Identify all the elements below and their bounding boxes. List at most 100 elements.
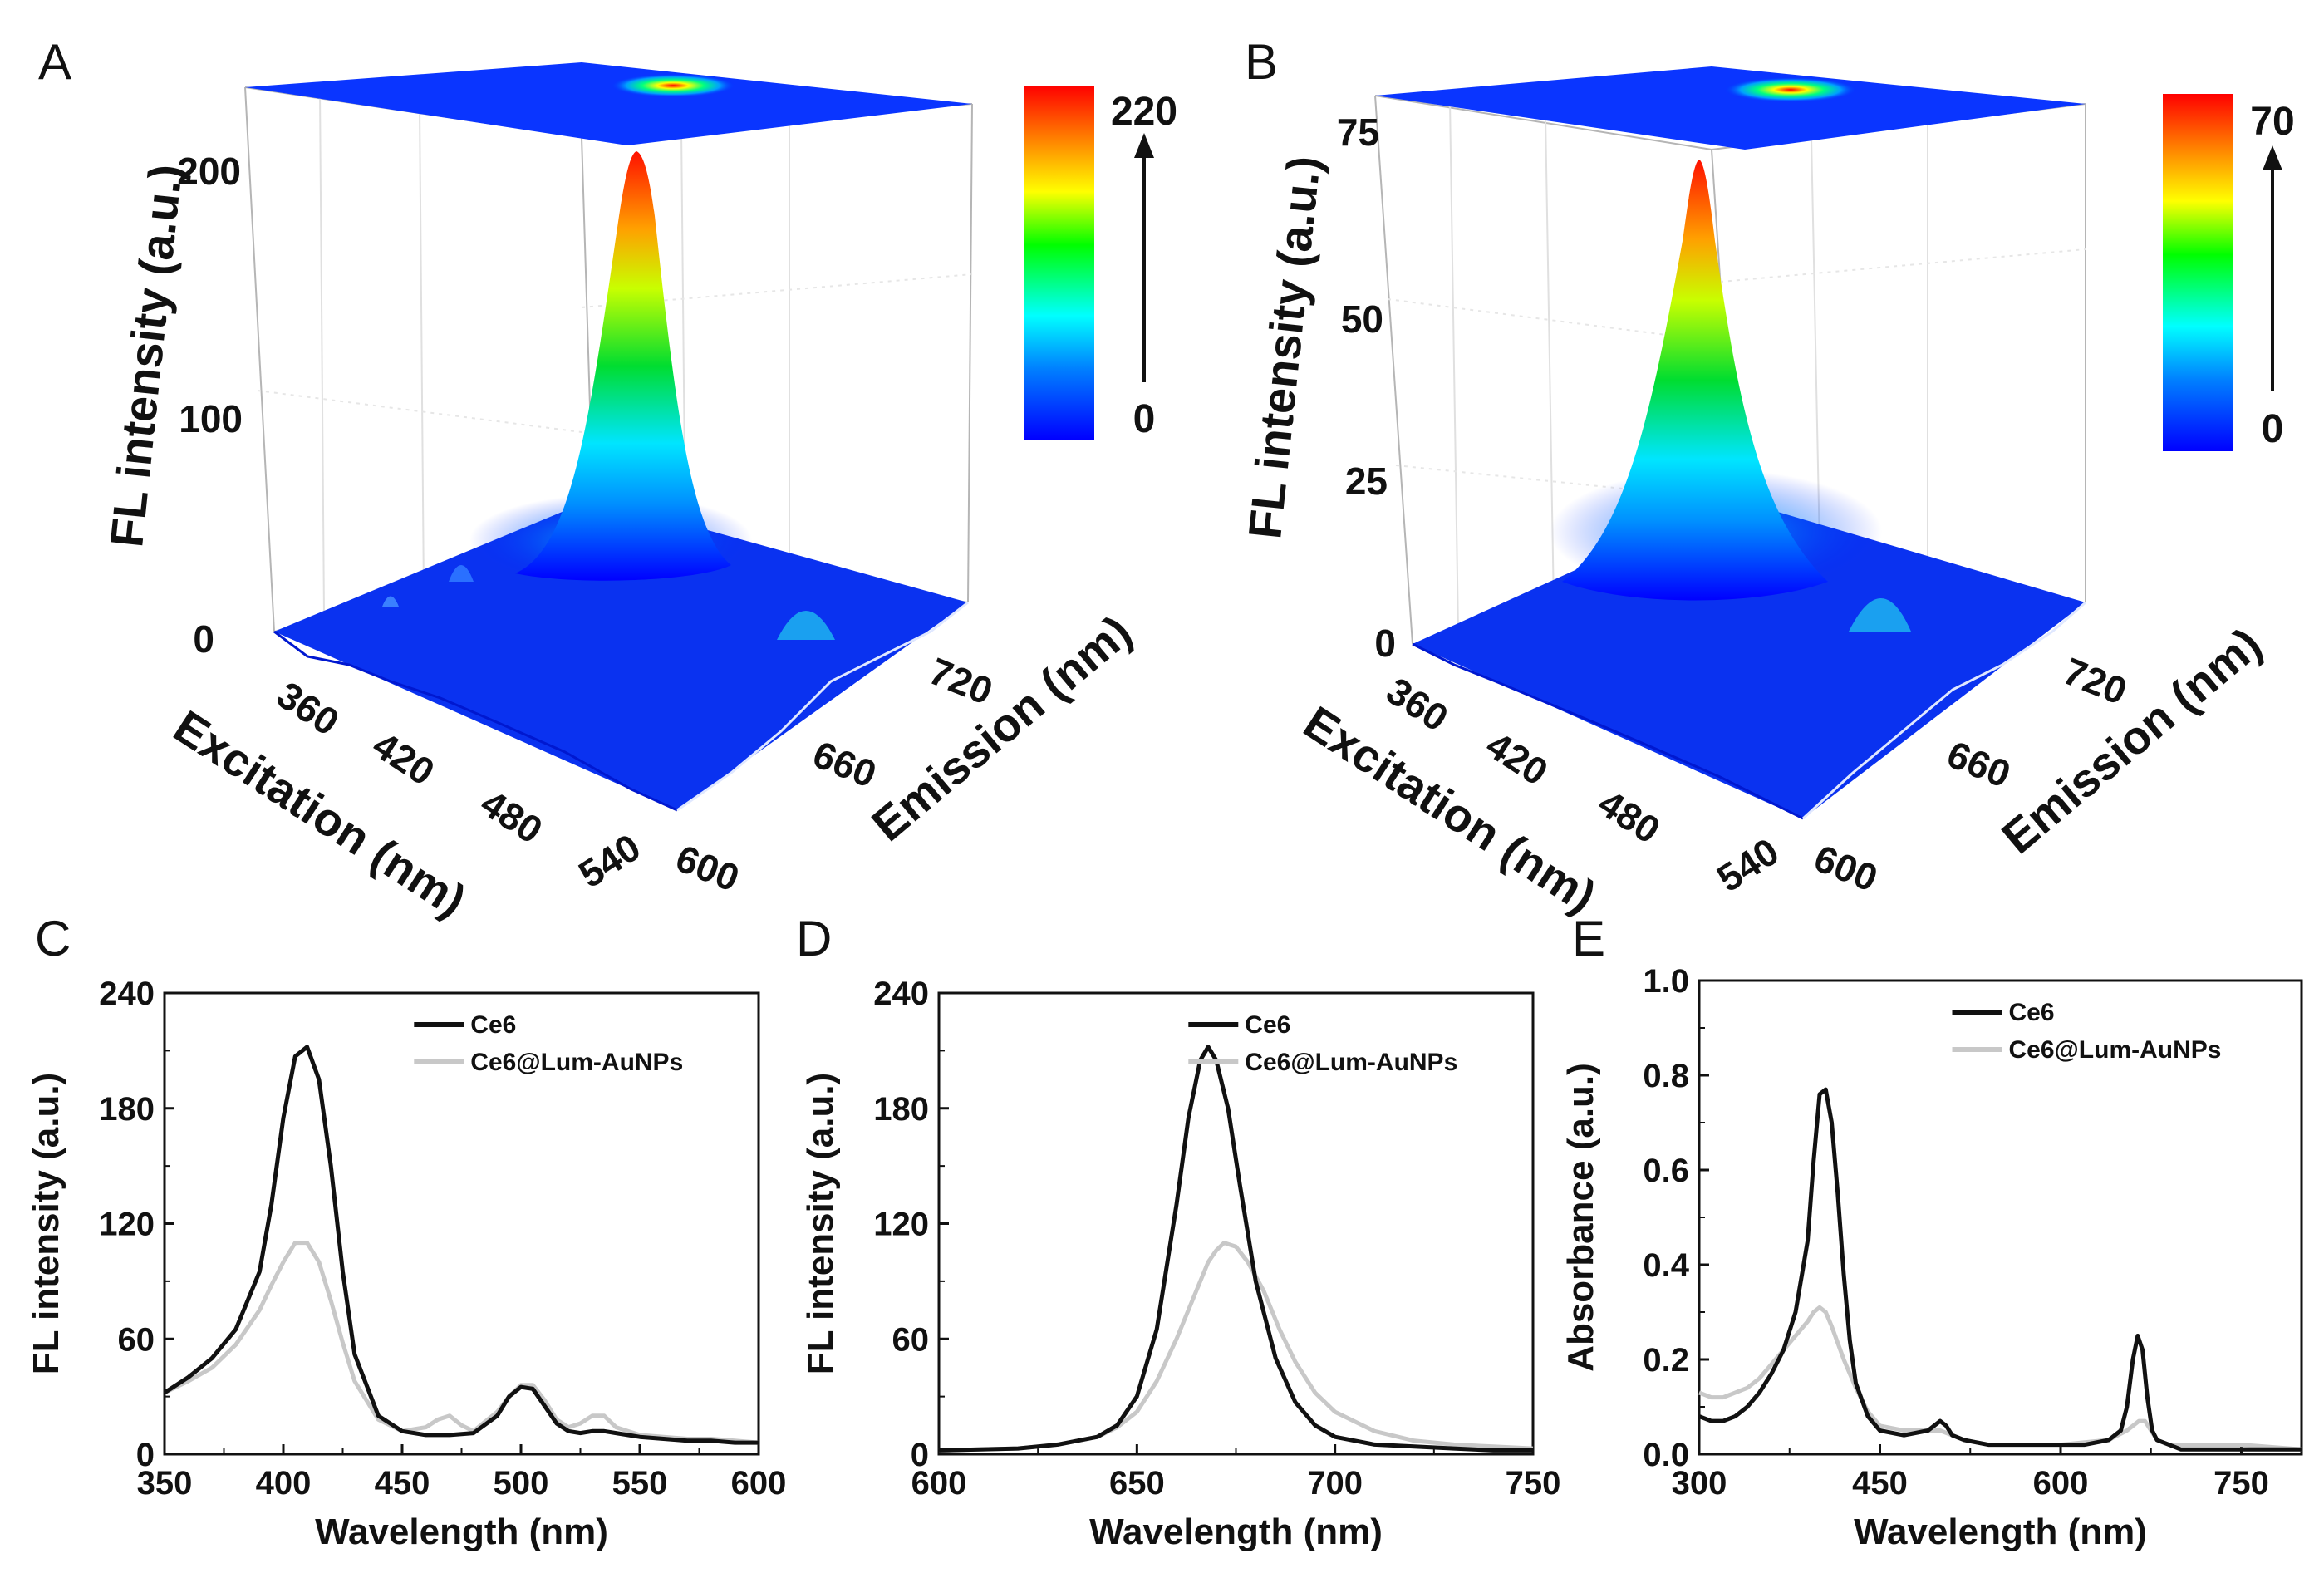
panel-c-xtick-label: 550 [612,1465,668,1502]
panel-a-colorbar-max: 220 [1111,90,1177,134]
panel-a-secondary-ridge [777,611,835,640]
panel-b-xtick-360: 360 [1379,669,1457,740]
panel-c-series-ce6-lum-aunps-line [163,1241,759,1445]
panel-d-xtick-label: 750 [1506,1465,1561,1502]
panel-a-top-hotspot [611,74,735,97]
panel-a-ytick-720: 720 [923,649,999,713]
panel-a-colorbar [1024,86,1094,440]
panel-e-xtick-label: 600 [2033,1465,2089,1502]
panel-e-series-ce6-lum-aunps-line [1698,1305,2302,1452]
panel-e-xtick-label: 450 [1852,1465,1908,1502]
panel-b-colorbar-min: 0 [2262,407,2284,451]
panel-a-zlabel: FL intensity (a.u.) [100,162,192,550]
panel-b-secondary-ridge [1849,598,1911,632]
panel-e-xtick-label: 750 [2213,1465,2269,1502]
panel-a-ridge-left [449,565,474,582]
panel-c-line-chart: C 350 400 450 500 550 600 0 60 120 180 240 Wavelengt… [26,911,786,1552]
panel-b-top-projection [1375,66,2086,150]
panel-a-colorbar-min: 0 [1133,397,1156,441]
panel-d-ytick-label: 0 [911,1437,929,1473]
panel-letter-a: A [38,34,71,90]
panel-b-ztick-25: 25 [1345,460,1388,503]
panel-c-ytick-label: 0 [136,1437,155,1473]
panel-c-ytick-label: 240 [99,976,155,1012]
panel-d-xlabel: Wavelength (nm) [1089,1512,1383,1552]
panel-c-xtick-label: 450 [375,1465,430,1502]
panel-b-colorbar-arrowhead [2263,145,2282,170]
panel-a-ridge-small [382,596,399,607]
panel-b-xtick-540: 540 [1709,829,1786,900]
panel-e-ytick-label: 0.6 [1643,1153,1689,1189]
panel-a-top-projection [245,62,972,145]
panel-e-letter: E [1572,911,1605,966]
panel-d-line-chart: D 600 650 700 750 0 60 120 180 240 Wavelength (nm)… [796,911,1560,1552]
panel-b-surface-plot: B FL intensity (a.u.) 0 25 50 75 360 4 [1238,34,2295,922]
panel-c-legend-label-1: Ce6@Lum-AuNPs [470,1049,683,1076]
panel-d-ytick-label: 180 [873,1091,929,1128]
panel-a-floor-right-edge [676,601,969,812]
panel-c-ylabel: FL intensity (a.u.) [26,1073,66,1374]
panel-e-ytick-label: 0.0 [1643,1437,1689,1473]
panel-e-legend-label-1: Ce6@Lum-AuNPs [2009,1036,2222,1064]
panel-e-legend-label-0: Ce6 [2009,999,2055,1026]
panel-b-ytick-660: 660 [1941,732,2017,796]
panel-b-colorbar-max: 70 [2250,100,2294,144]
panel-a-xtick-420: 420 [366,723,443,794]
panel-c-xlabel: Wavelength (nm) [315,1512,608,1552]
panel-e-ytick-label: 0.2 [1643,1342,1689,1379]
panel-a-xtick-540: 540 [571,825,648,896]
panel-c-xtick-label: 600 [731,1465,787,1502]
panel-a-ytick-660: 660 [807,732,882,796]
panel-c-xtick-label: 350 [137,1465,193,1502]
panel-b-zlabel: FL intensity (a.u.) [1238,154,1330,542]
panel-a-floor-surface [274,499,968,810]
panel-b-ztick-0: 0 [1374,622,1396,665]
panel-a-ztick-100: 100 [179,397,243,440]
panel-d-ytick-label: 60 [892,1321,930,1358]
panel-e-ytick-label: 0.8 [1643,1058,1689,1094]
panel-d-legend-label-0: Ce6 [1245,1011,1290,1039]
panel-e-series-ce6-line [1698,1087,2302,1452]
panel-a-colorbar-arrowhead [1134,133,1154,158]
panel-c-ytick-label: 120 [99,1207,155,1243]
panel-b-xtick-480: 480 [1591,781,1668,852]
panel-c-series-ce6-line [163,1045,759,1445]
panel-a-surface-plot: A FL intensity [38,34,1177,927]
panel-d-ytick-label: 120 [873,1207,929,1243]
panel-d-series-ce6-line [938,1045,1533,1453]
panel-e-xtick-label: 300 [1672,1465,1727,1502]
panel-d-xtick-label: 600 [911,1465,967,1502]
panel-b-ytick-600: 600 [1808,836,1884,900]
panel-d-xtick-label: 700 [1307,1465,1363,1502]
panel-b-ztick-50: 50 [1341,297,1383,341]
panel-b-ztick-75: 75 [1337,111,1379,154]
panel-b-ytick-720: 720 [2057,649,2133,713]
panel-a-xtick-360: 360 [270,673,347,744]
panel-b-main-peak [1562,160,1828,601]
panel-e-line-chart: E 300 450 600 750 0.0 0.2 0.4 0.6 0.8 1.0 Wavelengt… [1560,911,2303,1552]
panel-a-floor-front-edge [273,630,678,812]
panel-b-ylabel: Emission (nm) [1992,617,2271,863]
panel-c-xtick-label: 500 [494,1465,549,1502]
panel-d-ytick-label: 240 [873,976,929,1012]
panel-a-ytick-600: 600 [670,836,745,900]
panel-b-floor-front-edge [1412,642,1804,820]
panel-e-ytick-label: 0.4 [1643,1247,1689,1284]
panel-e-ylabel: Absorbance (a.u.) [1560,1063,1601,1372]
panel-letter-b: B [1245,34,1278,90]
panel-a-main-peak [515,151,731,581]
panel-a-ztick-200: 200 [177,150,241,193]
panel-d-letter: D [796,911,832,966]
panel-b-top-hotspot [1724,77,1857,102]
panel-b-colorbar [2163,94,2233,451]
panel-b-xlabel: Excitation (nm) [1295,696,1605,922]
panel-d-xtick-label: 650 [1109,1465,1165,1502]
panel-d-legend-label-1: Ce6@Lum-AuNPs [1245,1049,1457,1076]
panel-a-ztick-0: 0 [193,617,214,661]
panel-c-ytick-label: 180 [99,1091,155,1128]
panel-c-legend-label-0: Ce6 [470,1011,516,1039]
panel-d-series-ce6-lum-aunps-line [938,1241,1534,1453]
panel-c-xtick-label: 400 [256,1465,312,1502]
panel-b-floor-right-edge [1801,601,2086,820]
